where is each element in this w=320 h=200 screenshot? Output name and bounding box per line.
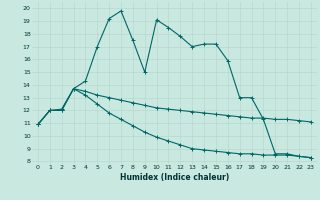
X-axis label: Humidex (Indice chaleur): Humidex (Indice chaleur) [120, 173, 229, 182]
